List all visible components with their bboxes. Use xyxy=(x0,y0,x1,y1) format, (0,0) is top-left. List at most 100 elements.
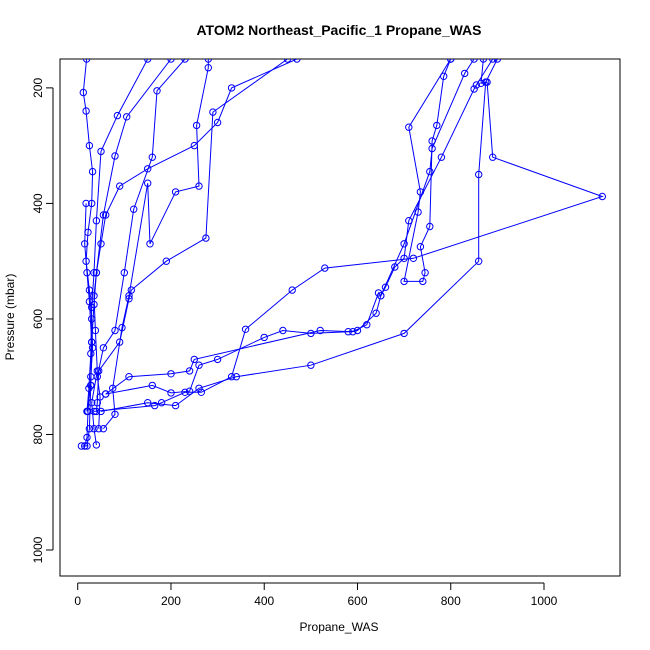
data-point xyxy=(421,269,429,277)
data-point xyxy=(95,425,103,433)
data-point xyxy=(120,269,129,277)
data-point xyxy=(426,222,434,231)
data-point xyxy=(349,328,357,336)
data-point xyxy=(82,199,90,208)
data-point xyxy=(146,240,154,248)
data-point xyxy=(171,401,180,410)
x-tick-label: 1000 xyxy=(531,594,558,608)
y-axis-label: Pressure (mbar) xyxy=(3,274,17,361)
data-point xyxy=(96,393,104,401)
data-point xyxy=(598,192,606,201)
y-tick-label: 400 xyxy=(31,193,45,213)
data-point xyxy=(419,277,427,286)
data-point xyxy=(428,144,436,153)
data-point xyxy=(97,407,105,416)
data-point xyxy=(283,59,292,63)
data-point xyxy=(167,370,175,378)
data-point xyxy=(400,277,408,286)
data-point xyxy=(307,361,315,369)
data-point xyxy=(461,69,469,78)
data-point xyxy=(85,141,94,150)
data-point xyxy=(151,401,159,410)
data-point xyxy=(125,295,133,303)
data-point xyxy=(400,240,408,248)
x-tick-label: 600 xyxy=(347,594,367,608)
plot-frame xyxy=(59,58,621,577)
data-point xyxy=(472,81,481,89)
data-point xyxy=(293,59,301,63)
data-point xyxy=(482,78,490,86)
data-point xyxy=(241,325,250,333)
data-point xyxy=(288,286,296,294)
data-point xyxy=(260,333,268,342)
data-point xyxy=(475,170,483,179)
x-tick-label: 200 xyxy=(161,594,181,608)
x-tick-label: 400 xyxy=(254,594,274,608)
data-point xyxy=(197,388,206,396)
series-6 xyxy=(92,59,292,416)
data-point xyxy=(204,64,213,72)
series-4 xyxy=(93,59,189,433)
data-point xyxy=(185,367,194,375)
x-tick-label: 800 xyxy=(441,594,461,608)
data-point xyxy=(381,283,390,291)
data-point xyxy=(92,269,101,277)
data-point xyxy=(157,399,166,407)
data-point xyxy=(232,373,241,381)
data-point xyxy=(88,199,96,208)
data-point xyxy=(79,88,88,97)
data-point xyxy=(409,254,418,262)
data-point xyxy=(109,384,117,392)
data-point xyxy=(88,338,96,346)
data-point xyxy=(192,121,201,130)
y-tick-label: 1000 xyxy=(31,536,45,563)
chart-title: ATOM2 Northeast_Pacific_1 Propane_WAS xyxy=(196,22,481,38)
data-point xyxy=(185,387,194,395)
y-tick-label: 200 xyxy=(31,78,45,98)
data-point xyxy=(88,167,97,176)
data-point xyxy=(195,182,203,190)
data-point xyxy=(102,390,110,398)
series-line xyxy=(93,59,604,412)
data-point xyxy=(405,123,413,131)
data-point xyxy=(116,182,124,190)
data-point xyxy=(90,269,98,277)
x-axis-label: Propane_WAS xyxy=(300,620,379,634)
data-point xyxy=(97,240,105,248)
data-point xyxy=(204,59,212,63)
data-point xyxy=(195,361,203,369)
series-12 xyxy=(97,59,502,416)
data-point xyxy=(213,355,222,364)
data-point xyxy=(83,442,91,450)
data-point xyxy=(195,384,203,392)
series-line xyxy=(103,59,209,430)
data-point xyxy=(85,297,94,306)
data-point xyxy=(190,141,199,150)
data-point xyxy=(87,349,95,358)
data-point xyxy=(279,326,287,335)
data-point xyxy=(363,321,371,329)
data-point xyxy=(470,59,478,63)
data-point xyxy=(400,254,408,262)
data-point xyxy=(116,338,124,346)
series-10 xyxy=(90,59,606,416)
data-point xyxy=(144,179,152,187)
data-point xyxy=(92,217,101,225)
data-point xyxy=(99,344,108,352)
y-tick-label: 600 xyxy=(31,309,45,329)
data-point xyxy=(90,425,98,433)
data-point xyxy=(148,381,157,390)
data-point xyxy=(475,257,483,265)
data-point xyxy=(92,407,101,416)
series-line xyxy=(81,203,93,447)
series-line xyxy=(86,59,298,412)
data-point xyxy=(97,147,105,156)
data-point xyxy=(111,326,119,335)
data-point xyxy=(316,326,324,335)
data-point xyxy=(433,121,441,130)
data-point xyxy=(111,152,119,160)
data-point xyxy=(102,211,110,219)
data-point xyxy=(144,399,152,407)
data-point xyxy=(479,59,488,63)
